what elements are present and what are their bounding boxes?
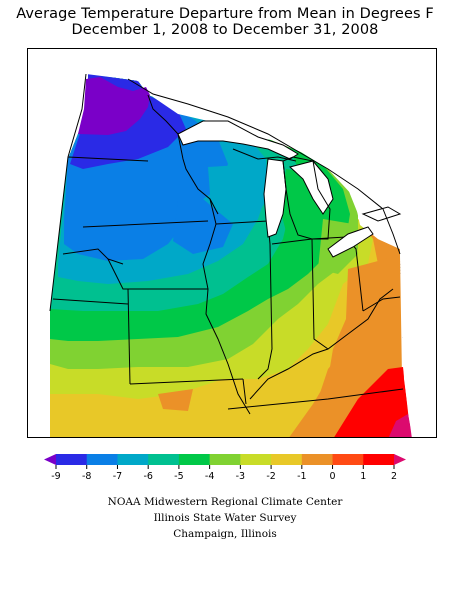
legend-swatch [117,454,149,465]
north-gap [186,87,293,141]
legend-swatch [148,454,180,465]
legend-arrow-high [394,454,406,465]
outside-analysis-mask [28,49,436,437]
region-teal-patch [208,164,273,217]
color-legend: -9 -8 -7 -6 -5 -4 -3 -2 -1 0 1 2 [44,450,406,490]
legend-swatch [332,454,364,465]
region-azure-patch [173,199,233,254]
legend-tick-label: -5 [174,471,183,482]
legend-tick-label: -3 [236,471,245,482]
region-purple [78,77,150,135]
legend-swatch [86,454,118,465]
credit-survey: Illinois State Water Survey [153,512,297,524]
legend-tick-label: -8 [82,471,91,482]
legend-swatch [271,454,303,465]
credit-organization: NOAA Midwestern Regional Climate Center [107,496,343,508]
region-pink-se [388,414,413,437]
legend-tick-label: -2 [266,471,275,482]
legend-tick-label: 1 [360,471,366,482]
region-red-se [334,367,411,437]
legend-tick-label: 2 [391,471,397,482]
legend-swatch [301,454,334,465]
legend-tick-label: -1 [297,471,306,482]
legend-swatch [363,454,395,465]
legend-swatch [178,454,211,465]
legend-tick-label: -4 [205,471,214,482]
legend-swatch [209,454,241,465]
legend-arrow-low [44,454,56,465]
temperature-departure-map [27,48,437,438]
legend-swatch [56,454,88,465]
map-date-range: December 1, 2008 to December 31, 2008 [71,22,379,38]
legend-swatch [240,454,272,465]
state-boundaries [49,73,404,415]
map-canvas [28,49,436,437]
region-orange-sw [158,389,193,411]
legend-tick-label: -6 [143,471,152,482]
map-title: Average Temperature Departure from Mean … [16,6,434,22]
legend-tick-label: 0 [330,471,336,482]
legend-svg: -9 -8 -7 -6 -5 -4 -3 -2 -1 0 1 2 [44,454,406,482]
legend-tick-label: -7 [113,471,122,482]
credit-location: Champaign, Illinois [173,528,277,540]
legend-tick-label: -9 [51,471,60,482]
